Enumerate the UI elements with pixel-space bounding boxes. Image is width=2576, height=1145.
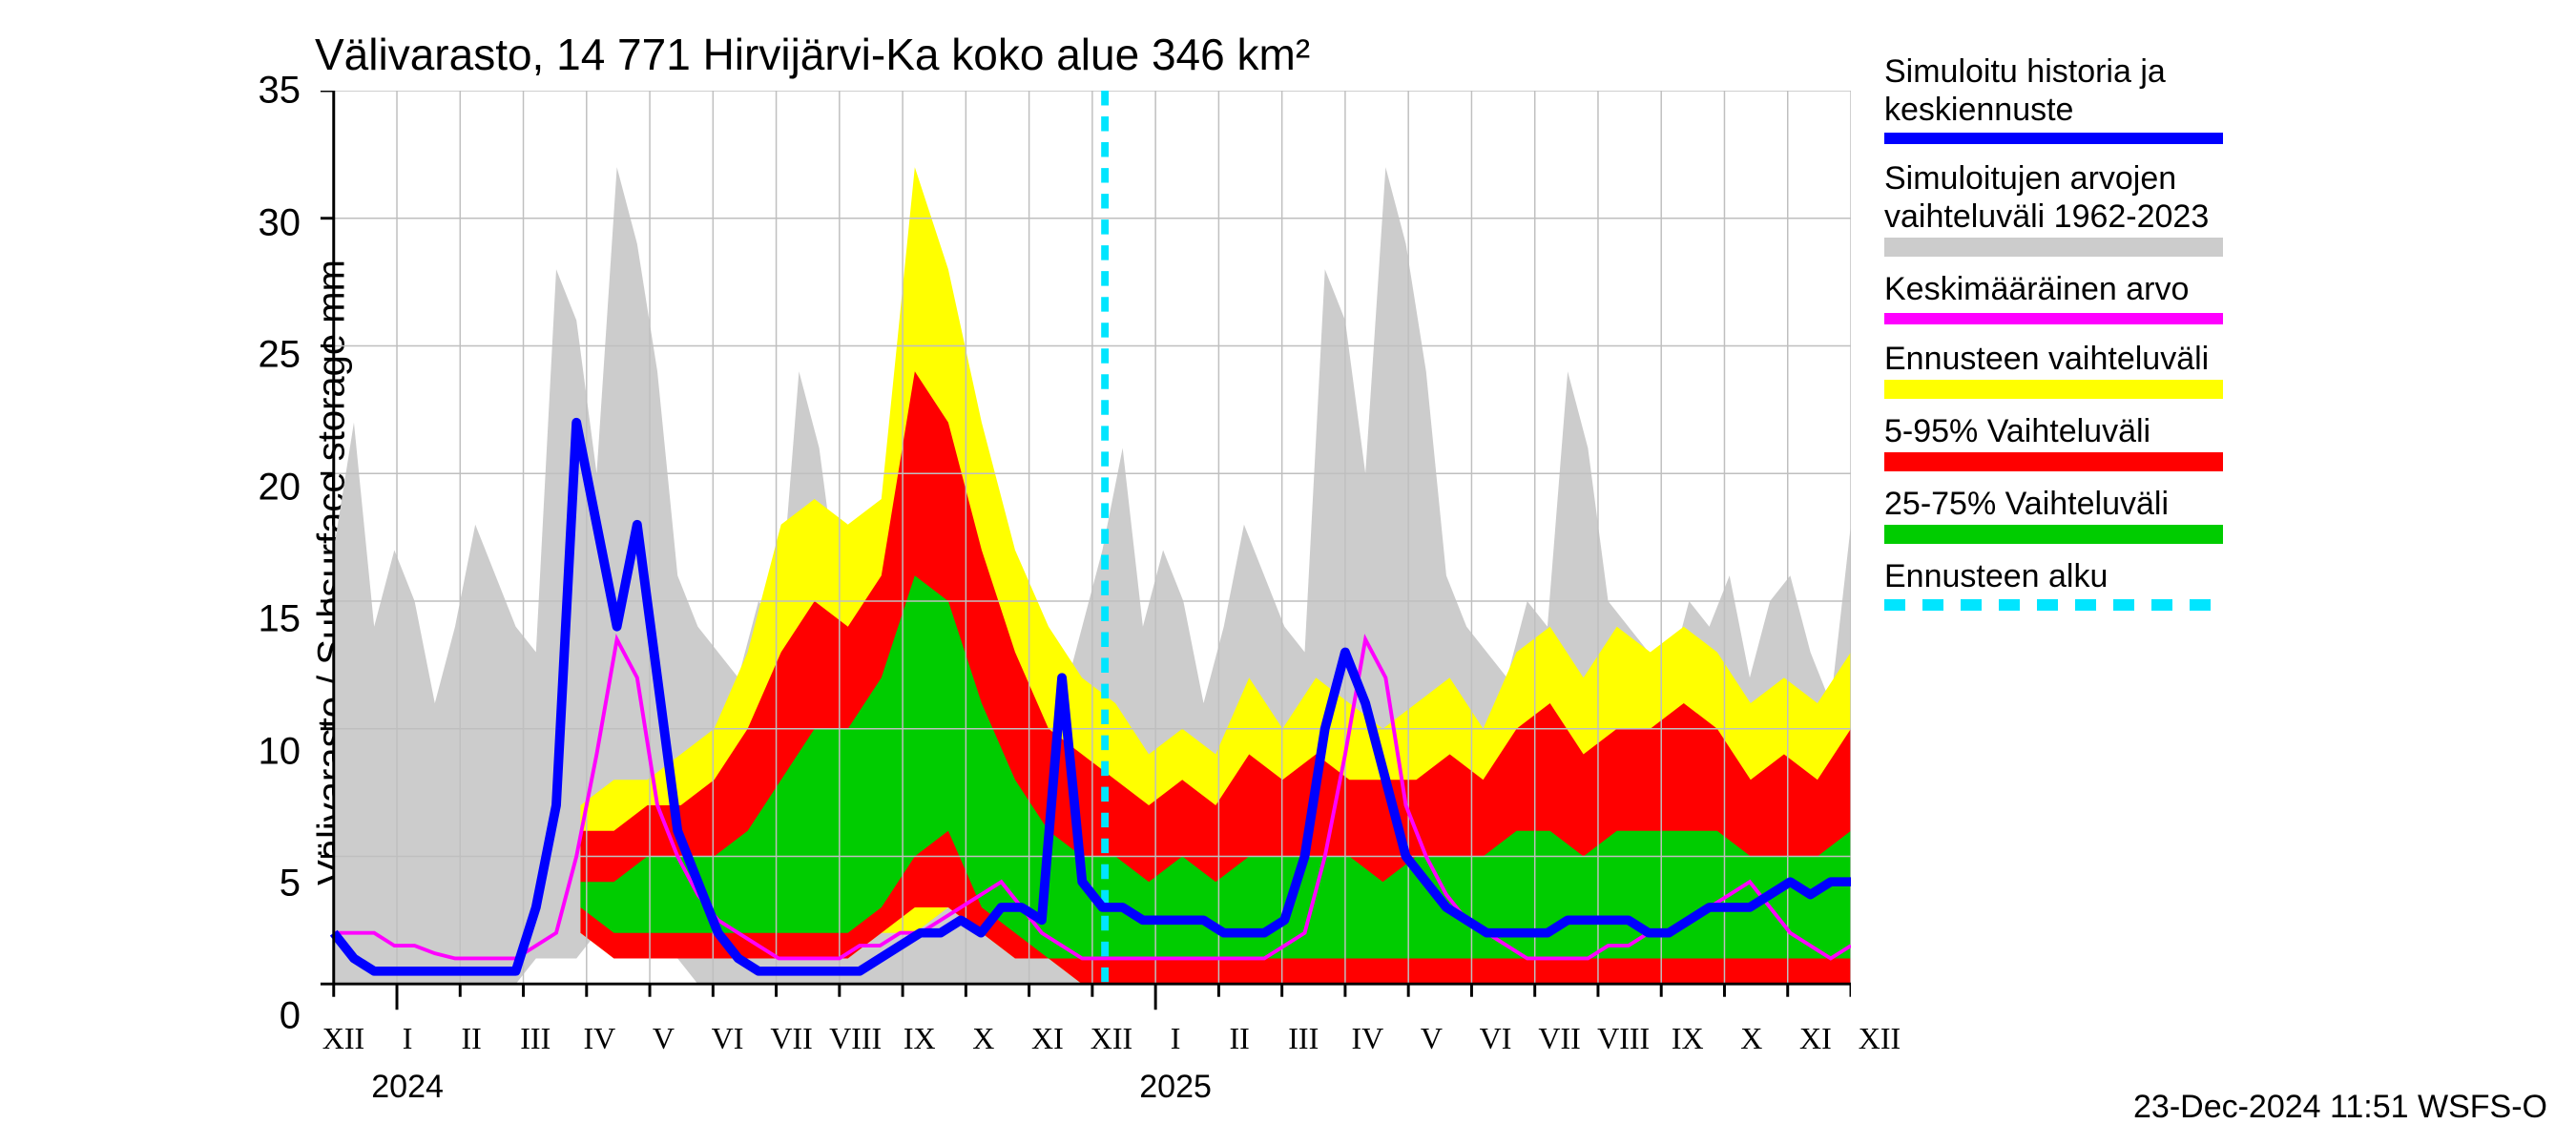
legend: Simuloitu historia jakeskiennusteSimuloi… [1884,52,2552,626]
legend-line [1884,313,2223,324]
footer-timestamp: 23-Dec-2024 11:51 WSFS-O [2133,1089,2547,1126]
legend-swatch [1884,238,2223,257]
x-tick-month: III [1288,1021,1319,1056]
y-tick-label: 5 [280,863,301,906]
legend-text: 5-95% Vaihteluväli [1884,412,2552,450]
x-tick-month: I [403,1021,413,1056]
legend-text: Keskimääräinen arvo [1884,270,2552,308]
x-tick-month: IV [583,1021,615,1056]
legend-text: Simuloitujen arvojen [1884,159,2552,198]
legend-swatch [1884,380,2223,399]
x-tick-month: VI [712,1021,744,1056]
x-tick-month: VII [770,1021,812,1056]
legend-entry: Ennusteen alku [1884,557,2552,611]
x-tick-month: IX [904,1021,936,1056]
x-tick-month: XII [322,1021,364,1056]
x-tick-month: IV [1351,1021,1383,1056]
y-tick-label: 25 [259,334,301,377]
x-tick-month: V [653,1021,675,1056]
legend-line [1884,133,2223,144]
x-tick-year: 2025 [1139,1069,1212,1106]
y-tick-label: 10 [259,730,301,773]
chart-container: Välivarasto / Subsurface storage mm Väli… [0,0,2576,1145]
legend-swatch [1884,525,2223,544]
legend-entry: Simuloitujen arvojenvaihteluväli 1962-20… [1884,159,2552,257]
x-tick-month: II [1230,1021,1250,1056]
legend-entry: 5-95% Vaihteluväli [1884,412,2552,471]
x-tick-month: XII [1091,1021,1132,1056]
y-tick-label: 0 [280,995,301,1038]
x-tick-month: VII [1538,1021,1580,1056]
x-tick-month: I [1171,1021,1181,1056]
legend-swatch [1884,452,2223,471]
legend-text: Ennusteen alku [1884,557,2552,595]
plot-area [315,91,1851,1016]
legend-dash [1884,599,2223,611]
x-tick-month: X [1740,1021,1762,1056]
legend-text: Simuloitu historia ja [1884,52,2552,91]
legend-entry: Simuloitu historia jakeskiennuste [1884,52,2552,144]
y-tick-label: 15 [259,598,301,641]
x-tick-month: IX [1672,1021,1704,1056]
legend-text: 25-75% Vaihteluväli [1884,485,2552,523]
y-tick-label: 35 [259,70,301,113]
x-tick-month: III [520,1021,551,1056]
x-tick-month: XII [1859,1021,1901,1056]
x-tick-year: 2024 [371,1069,444,1106]
legend-entry: 25-75% Vaihteluväli [1884,485,2552,544]
legend-text: keskiennuste [1884,91,2552,129]
legend-text: vaihteluväli 1962-2023 [1884,198,2552,236]
x-tick-month: VIII [1597,1021,1650,1056]
x-tick-month: XI [1031,1021,1064,1056]
legend-entry: Keskimääräinen arvo [1884,270,2552,323]
legend-entry: Ennusteen vaihteluväli [1884,340,2552,399]
y-tick-label: 20 [259,466,301,509]
y-tick-label: 30 [259,201,301,244]
x-tick-month: II [462,1021,482,1056]
legend-text: Ennusteen vaihteluväli [1884,340,2552,378]
x-tick-month: V [1421,1021,1443,1056]
x-tick-month: X [972,1021,994,1056]
x-tick-month: VI [1480,1021,1512,1056]
x-tick-month: VIII [829,1021,882,1056]
x-tick-month: XI [1799,1021,1832,1056]
chart-title: Välivarasto, 14 771 Hirvijärvi-Ka koko a… [315,29,1310,80]
